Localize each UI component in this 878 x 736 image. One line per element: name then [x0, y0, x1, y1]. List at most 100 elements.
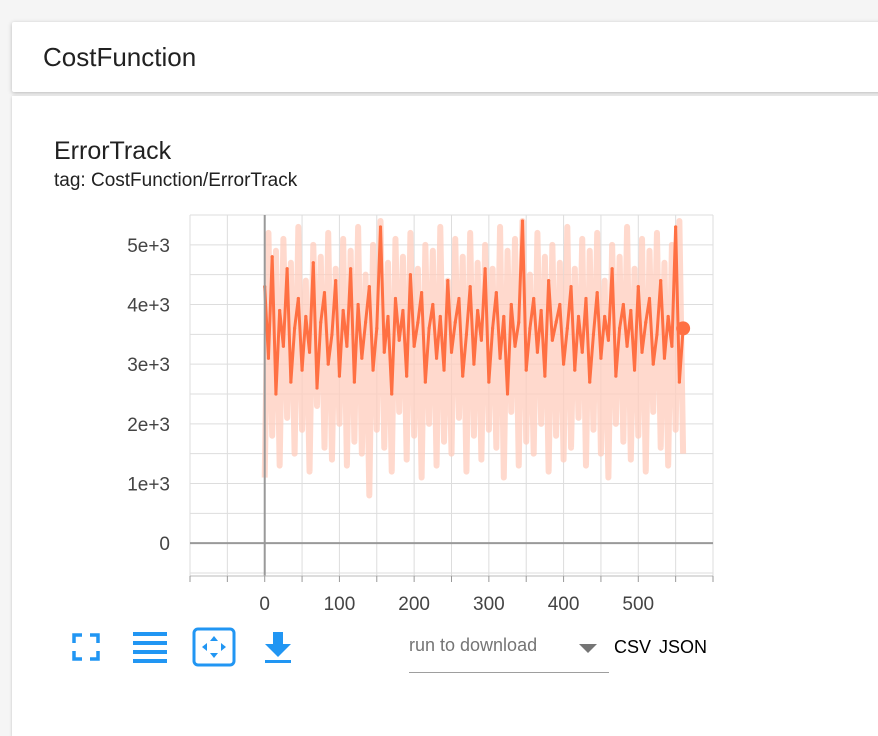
data-point — [674, 225, 678, 229]
download-icon — [265, 632, 291, 663]
data-point — [662, 356, 667, 360]
fullscreen-button[interactable] — [64, 627, 108, 667]
chart-axes — [189, 215, 714, 582]
data-point — [322, 290, 327, 295]
data-point — [274, 392, 278, 396]
data-point — [423, 380, 427, 384]
data-point — [337, 374, 342, 378]
data-point — [397, 338, 401, 342]
data-point — [334, 279, 338, 283]
log-scale-button[interactable] — [128, 627, 172, 667]
fullscreen-icon — [72, 633, 100, 661]
data-point — [677, 380, 681, 384]
fit-domain-button[interactable] — [192, 627, 236, 667]
data-point — [375, 326, 379, 330]
data-point — [289, 380, 293, 384]
data-point — [479, 338, 483, 342]
run-download-placeholder: run to download — [409, 635, 538, 655]
data-point — [558, 302, 562, 307]
data-point — [442, 368, 446, 372]
data-point — [524, 368, 528, 372]
x-tick-label: 0 — [259, 594, 270, 615]
data-point — [315, 386, 319, 390]
data-point — [599, 356, 603, 360]
data-point — [666, 314, 670, 319]
data-point — [304, 314, 308, 319]
data-point — [468, 285, 472, 289]
data-point — [412, 344, 416, 348]
smoothed-series — [263, 219, 691, 396]
log-scale-icon — [133, 632, 167, 663]
download-json-link[interactable]: JSON — [659, 637, 708, 657]
data-point — [449, 350, 454, 354]
data-point — [603, 314, 607, 319]
data-point — [517, 320, 521, 325]
data-point — [326, 362, 330, 366]
category-header[interactable]: CostFunction — [12, 22, 878, 92]
y-tick-label: 0 — [159, 534, 170, 555]
fit-domain-icon — [192, 627, 236, 667]
data-point — [446, 279, 450, 283]
data-point — [438, 314, 442, 319]
data-point — [547, 279, 551, 283]
data-point — [278, 308, 282, 313]
data-point — [483, 267, 487, 271]
data-point — [352, 380, 356, 384]
y-tick-label: 5e+3 — [127, 236, 170, 257]
data-point — [367, 285, 371, 289]
data-point — [606, 338, 611, 342]
download-csv-link[interactable]: CSV — [614, 637, 652, 657]
y-tick-label: 3e+3 — [127, 355, 170, 376]
data-point — [464, 332, 469, 336]
data-point — [670, 344, 674, 348]
data-point — [405, 374, 409, 378]
data-point — [565, 326, 569, 330]
chart-title: ErrorTrack — [54, 137, 172, 165]
download-button[interactable] — [256, 627, 300, 667]
highlight-point — [676, 321, 691, 336]
data-point — [532, 296, 536, 301]
data-point — [457, 296, 461, 301]
data-point — [363, 320, 368, 325]
y-tick-label: 2e+3 — [127, 415, 170, 436]
data-point — [520, 219, 525, 223]
data-point — [580, 350, 584, 354]
data-point — [647, 296, 652, 301]
tick-labels: 0 1e+3 2e+3 3e+3 4e+3 5e+3 0 100 200 300 400 500 — [127, 236, 654, 615]
data-point — [576, 314, 581, 319]
data-point — [330, 332, 334, 336]
data-point — [281, 344, 285, 348]
data-point — [573, 368, 577, 372]
data-point — [535, 350, 540, 354]
data-point — [270, 255, 274, 259]
data-point — [561, 362, 566, 366]
x-tick-label: 400 — [548, 594, 580, 615]
data-point — [307, 350, 312, 354]
data-point — [513, 344, 517, 348]
data-point — [502, 314, 506, 319]
data-point — [434, 356, 439, 360]
data-point — [461, 374, 465, 378]
data-point — [416, 320, 420, 325]
run-download-select[interactable]: run to download — [409, 628, 609, 673]
data-point — [629, 308, 633, 313]
data-point — [651, 362, 655, 366]
data-point — [386, 314, 390, 319]
data-point — [640, 350, 644, 354]
data-point — [655, 332, 659, 336]
line-chart[interactable]: 0 1e+3 2e+3 3e+3 4e+3 5e+3 0 100 200 300 400 500 — [0, 0, 878, 708]
chevron-down-icon — [579, 644, 597, 653]
data-point — [293, 326, 297, 330]
data-point — [296, 296, 300, 301]
chart-tag: tag: CostFunction/ErrorTrack — [54, 170, 298, 191]
data-point — [311, 261, 315, 265]
data-point — [621, 302, 625, 307]
data-point — [408, 273, 413, 277]
data-point — [554, 320, 558, 325]
data-point — [550, 338, 554, 342]
data-point — [505, 392, 510, 396]
data-point — [509, 302, 513, 307]
data-point — [632, 368, 637, 372]
data-point — [528, 326, 532, 330]
data-point — [487, 380, 491, 384]
